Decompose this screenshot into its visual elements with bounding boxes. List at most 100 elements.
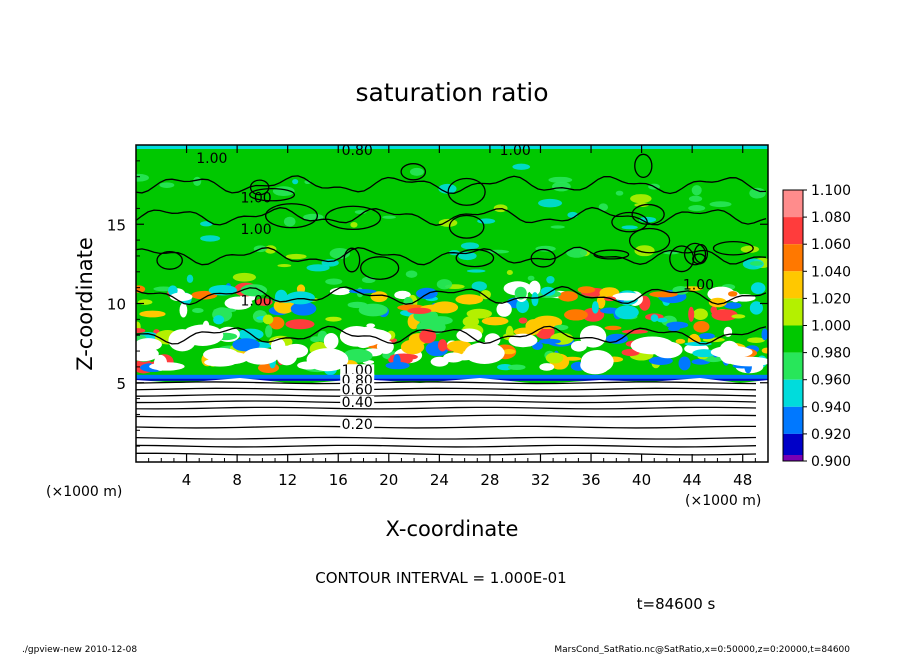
field-patch: [749, 301, 763, 315]
footer-right: MarsCond_SatRatio.nc@SatRatio,x=0:50000,…: [554, 645, 850, 654]
x-axis-label: X-coordinate: [386, 517, 519, 541]
field-patch: [612, 292, 643, 301]
colorbar-swatch: [783, 433, 803, 461]
field-patch: [438, 218, 458, 227]
field-core: [652, 341, 683, 359]
inversion-band-dark: [136, 378, 768, 381]
colorbar-swatch: [783, 298, 803, 326]
field-core: [136, 338, 162, 351]
field-patch: [191, 290, 218, 300]
x-tick-label: 44: [683, 471, 702, 489]
y-tick-label: 5: [116, 375, 126, 393]
field-patch: [329, 287, 351, 296]
colorbar-label: 0.980: [811, 346, 851, 362]
field-core: [443, 352, 464, 363]
contour-line: [136, 414, 757, 418]
field-patch: [366, 323, 376, 328]
field-patch: [193, 176, 202, 186]
colorbar-label: 1.080: [811, 210, 851, 226]
contour-interval-note: CONTOUR INTERVAL = 1.000E-01: [315, 569, 566, 587]
x-tick-label: 20: [379, 471, 398, 489]
field-patch: [675, 338, 686, 344]
plot-field: [136, 145, 768, 462]
field-patch: [512, 163, 531, 170]
field-patch: [650, 314, 659, 322]
field-patch: [437, 339, 448, 352]
field-patch: [394, 290, 411, 300]
contour-line: [136, 444, 757, 448]
contour-cell: [156, 250, 183, 270]
field-patch: [285, 253, 307, 260]
field-patch: [497, 364, 513, 371]
x-tick-label: 40: [632, 471, 651, 489]
contour-label: 1.00: [240, 294, 271, 310]
field-patch: [591, 301, 599, 314]
contour-line: [136, 393, 757, 397]
field-patch: [528, 280, 541, 296]
field-patch: [283, 216, 296, 227]
field-patch: [564, 309, 588, 321]
field-patch: [409, 167, 424, 176]
contour-line: [136, 175, 767, 195]
field-patch: [648, 356, 673, 365]
field-patch: [761, 347, 768, 354]
field-patch: [749, 261, 763, 266]
contour-cell: [360, 256, 400, 280]
field-patch: [265, 325, 273, 338]
field-patch: [731, 314, 746, 319]
top-band: [136, 145, 768, 149]
contour-label-group: 1.001.001.001.001.001.000.801.000.800.60…: [196, 143, 714, 433]
x-unit-left: (×1000 m): [46, 484, 122, 500]
field-patch: [159, 182, 175, 188]
colorbar-swatch: [783, 217, 803, 245]
saturation-patches: [136, 145, 768, 381]
field-patch: [558, 291, 578, 302]
colorbar-label: 0.900: [811, 454, 851, 470]
field-patch: [325, 278, 343, 285]
field-patch: [255, 298, 273, 306]
field-patch: [466, 269, 486, 273]
field-patch: [538, 338, 561, 344]
contour-line: [136, 387, 757, 391]
field-patch: [605, 333, 628, 344]
contour-cell: [530, 248, 556, 268]
field-patch: [684, 341, 712, 347]
x-tick-label: 12: [278, 471, 297, 489]
field-patch: [416, 287, 438, 300]
field-patch: [518, 317, 528, 324]
field-patch: [550, 225, 565, 229]
field-patch: [709, 201, 732, 208]
field-patch: [208, 284, 237, 296]
field-patch: [496, 301, 512, 317]
field-patch: [502, 348, 516, 355]
contour-label-bg: [340, 418, 375, 431]
field-patch: [539, 363, 555, 371]
colorbar-label: 0.960: [811, 373, 851, 389]
colorbar-label: 1.060: [811, 237, 851, 253]
field-patch: [213, 315, 225, 325]
field-patch: [507, 364, 526, 371]
field-patch: [692, 349, 716, 358]
field-core: [323, 333, 339, 350]
contour-label-bg: [340, 373, 375, 386]
field-patch: [186, 274, 194, 283]
colorbar-label: 1.100: [811, 183, 851, 199]
contour-cell: [343, 247, 361, 273]
field-patch: [447, 340, 472, 352]
x-tick-label: 24: [430, 471, 449, 489]
field-patch: [471, 281, 487, 292]
field-patch: [232, 272, 256, 282]
field-core: [204, 358, 236, 367]
contour-lines: [136, 153, 767, 456]
field-patch: [192, 307, 204, 313]
field-core: [579, 325, 607, 348]
contour-label-bg: [340, 364, 375, 377]
contour-label: 1.00: [500, 143, 531, 159]
field-patch: [342, 348, 373, 363]
contour-label-bg: [340, 383, 375, 396]
x-tick-label: 8: [232, 471, 242, 489]
field-patch: [621, 225, 638, 230]
field-patch: [688, 205, 706, 212]
field-patch: [303, 213, 324, 221]
